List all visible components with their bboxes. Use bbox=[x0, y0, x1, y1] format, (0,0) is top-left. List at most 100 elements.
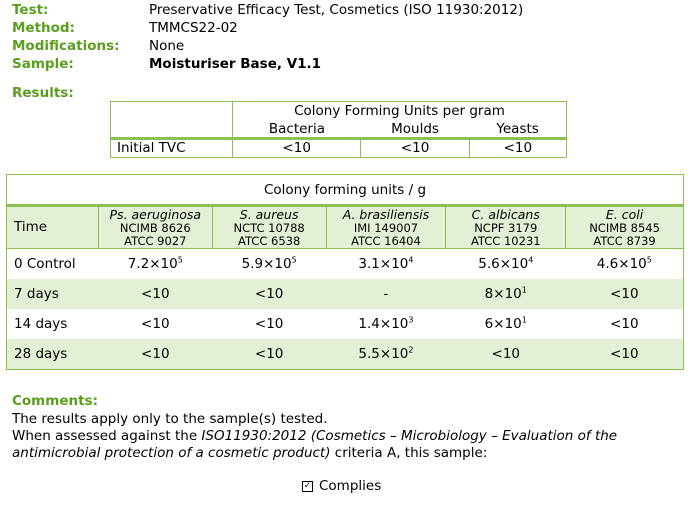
table-row: 14 days <10 <10 1.4×103 6×101 <10 bbox=[6, 309, 684, 339]
time-cell: 7 days bbox=[6, 279, 99, 309]
cfu-exponent: 5 bbox=[646, 255, 652, 265]
results-table-title: Colony Forming Units per gram bbox=[232, 101, 567, 121]
cfu-value-cell: 8×101 bbox=[445, 279, 566, 309]
modifications-value: None bbox=[149, 38, 185, 54]
table-row: 28 days <10 <10 5.5×102 <10 <10 bbox=[6, 339, 684, 370]
organism-header: Ps. aeruginosa NCIMB 8626 ATCC 9027 bbox=[97, 205, 213, 249]
cfu-value: <10 bbox=[610, 316, 639, 332]
cfu-value: 5.9×10 bbox=[241, 256, 292, 272]
sample-label: Sample: bbox=[12, 56, 74, 72]
cfu-value: 7.2×10 bbox=[127, 256, 178, 272]
results-heading: Results: bbox=[12, 85, 74, 101]
cfu-value: 5.5×10 bbox=[358, 346, 409, 362]
cfu-exponent: 5 bbox=[291, 255, 297, 265]
test-label: Test: bbox=[12, 2, 49, 18]
cfu-exponent: 4 bbox=[408, 255, 414, 265]
sample-metadata: Test: Preservative Efficacy Test, Cosmeti… bbox=[12, 1, 523, 73]
initial-tvc-label: Initial TVC bbox=[110, 137, 233, 158]
cfu-value-cell: 5.9×105 bbox=[212, 249, 326, 280]
cfu-value: 8×10 bbox=[484, 286, 522, 302]
organism-name: Ps. aeruginosa bbox=[109, 206, 202, 222]
organism-ref: ATCC 16404 bbox=[351, 233, 421, 248]
method-label: Method: bbox=[12, 20, 75, 36]
cfu-value: 4.6×10 bbox=[596, 256, 647, 272]
organism-name: S. aureus bbox=[239, 206, 299, 222]
modifications-label: Modifications: bbox=[12, 38, 120, 54]
results-corner-cell bbox=[110, 101, 233, 139]
cfu-value-cell: <10 bbox=[98, 339, 213, 370]
organism-ref: IMI 149007 bbox=[353, 220, 419, 235]
cfu-exponent: 2 bbox=[408, 345, 414, 355]
complies-label: Complies bbox=[319, 478, 382, 494]
cfu-exponent: 1 bbox=[521, 315, 527, 325]
comments-text: The results apply only to the sample(s) … bbox=[12, 411, 700, 462]
checkbox-checked-icon[interactable]: ✓ bbox=[302, 480, 313, 492]
cfu-value-cell: <10 bbox=[565, 279, 684, 309]
organism-ref: ATCC 6538 bbox=[237, 233, 301, 248]
cfu-value-cell: 6×101 bbox=[446, 309, 566, 339]
cfu-value-cell: <10 bbox=[212, 309, 326, 339]
comments-line2: When assessed against the ISO11930:2012 … bbox=[12, 428, 700, 462]
organism-header: S. aureus NCTC 10788 ATCC 6538 bbox=[211, 205, 327, 249]
comments-line2-pre: When assessed against the bbox=[12, 428, 202, 444]
cfu-value: <10 bbox=[141, 286, 170, 302]
organism-ref: NCIMB 8626 bbox=[119, 220, 191, 235]
tvc-yeasts: <10 bbox=[468, 137, 568, 158]
time-cell: 0 Control bbox=[6, 248, 99, 279]
cfu-value: 1.4×10 bbox=[358, 316, 409, 332]
results-table: Colony Forming Units per gram Bacteria M… bbox=[110, 101, 568, 158]
col-yeasts: Yeasts bbox=[469, 121, 568, 139]
organism-ref: ATCC 10231 bbox=[470, 233, 541, 248]
organism-ref: ATCC 8739 bbox=[593, 233, 656, 248]
organism-ref: ATCC 9027 bbox=[124, 233, 187, 248]
cfu-value-cell: <10 bbox=[445, 339, 566, 370]
comments-line2-post: criteria A, this sample: bbox=[330, 445, 488, 461]
tvc-moulds: <10 bbox=[360, 137, 470, 158]
organism-ref: NCIMB 8545 bbox=[589, 220, 660, 235]
table-row: 7 days <10 <10 - 8×101 <10 bbox=[6, 279, 684, 309]
time-cell: 14 days bbox=[6, 309, 99, 339]
comments-heading: Comments: bbox=[12, 393, 98, 409]
cfu-value-cell: <10 bbox=[565, 309, 684, 339]
organism-header: A. brasiliensis IMI 149007 ATCC 16404 bbox=[325, 205, 447, 249]
cfu-value-cell: 7.2×105 bbox=[98, 249, 212, 280]
cfu-value-cell: <10 bbox=[98, 279, 213, 309]
tvc-bacteria: <10 bbox=[231, 137, 362, 158]
cfu-value-cell: <10 bbox=[212, 339, 327, 370]
cfu-value: <10 bbox=[491, 346, 521, 362]
col-bacteria: Bacteria bbox=[231, 121, 361, 139]
cfu-exponent: 5 bbox=[177, 255, 183, 265]
cfu-value-cell: 4.6×105 bbox=[565, 248, 684, 279]
organism-ref: NCTC 10788 bbox=[233, 220, 305, 235]
cfu-value: <10 bbox=[141, 346, 170, 362]
organism-name: E. coli bbox=[605, 206, 644, 222]
organism-header: E. coli NCIMB 8545 ATCC 8739 bbox=[565, 205, 684, 249]
comments-line1: The results apply only to the sample(s) … bbox=[12, 411, 328, 427]
organism-ref: NCPF 3179 bbox=[474, 220, 538, 235]
cfu-value-cell: 5.6×104 bbox=[446, 249, 566, 280]
cfu-value-cell: <10 bbox=[565, 339, 684, 370]
time-cell: 28 days bbox=[6, 339, 99, 370]
cfu-exponent: 3 bbox=[408, 315, 414, 325]
method-value: TMMCS22-02 bbox=[149, 20, 238, 36]
cfu-value: 3.1×10 bbox=[358, 256, 409, 272]
cfu-value: <10 bbox=[254, 286, 284, 302]
cfu-value-cell: <10 bbox=[212, 279, 327, 309]
cfu-value: <10 bbox=[610, 346, 639, 362]
cfu-value: <10 bbox=[254, 346, 284, 362]
organism-header: C. albicans NCPF 3179 ATCC 10231 bbox=[445, 205, 567, 249]
cfu-value-cell: 1.4×103 bbox=[326, 309, 446, 339]
cfu-value-cell: - bbox=[326, 279, 446, 309]
cfu-value: 6×10 bbox=[484, 316, 522, 332]
sample-value: Moisturiser Base, V1.1 bbox=[149, 56, 322, 72]
cfu-value: <10 bbox=[141, 316, 170, 332]
cfu-value: 5.6×10 bbox=[478, 256, 529, 272]
complies-checkbox[interactable]: ✓ Complies bbox=[302, 478, 381, 494]
cfu-table-title: Colony forming units / g bbox=[6, 174, 684, 207]
cfu-table: Colony forming units / g Time Ps. aerugi… bbox=[6, 174, 684, 370]
cfu-value-cell: <10 bbox=[98, 309, 212, 339]
organism-name: A. brasiliensis bbox=[342, 206, 430, 222]
iso-reference: ISO11930:2012 (Cosmetics – Microbiology … bbox=[12, 428, 618, 461]
table-row: 0 Control 7.2×105 5.9×105 3.1×104 5.6×104 4.6… bbox=[6, 248, 684, 280]
cfu-exponent: 4 bbox=[528, 255, 534, 265]
